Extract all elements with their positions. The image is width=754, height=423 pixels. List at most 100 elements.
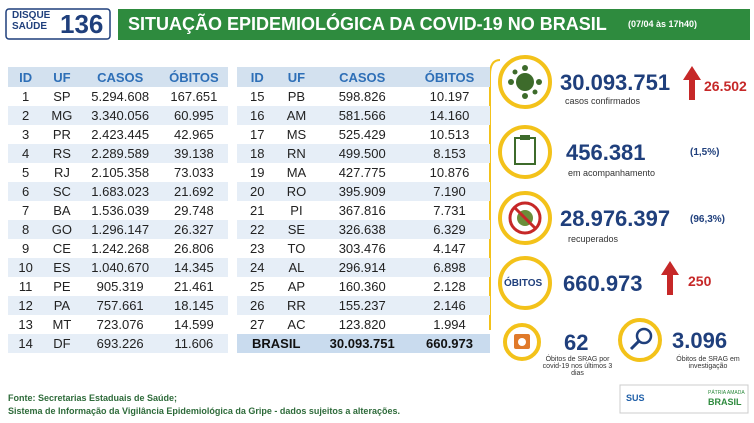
cell: 367.816 (338, 203, 386, 218)
row: 5 RJ 2.105.358 73.033 (8, 163, 228, 182)
cell: ES (43, 258, 81, 277)
cell: 167.651 (170, 89, 218, 104)
cell: 18.145 (159, 296, 228, 315)
deaths-label: ÓBITOS (504, 278, 543, 289)
cell: MS (286, 127, 307, 142)
cell: 1.536.039 (91, 203, 150, 218)
logo-line: SAÚDE (12, 21, 48, 32)
cell: 10.513 (429, 127, 470, 142)
cell: TO (287, 241, 306, 256)
srag-investigation-caption: Óbitos de SRAG em investigação (676, 356, 740, 370)
logo-motto: PÁTRIA AMADA (708, 390, 745, 396)
cell: 14.160 (409, 106, 490, 125)
cell: 8.153 (409, 144, 490, 163)
cell: 1.994 (433, 317, 466, 332)
logo-text: DISQUE SAÚDE (12, 10, 50, 32)
row: 7 BA 1.536.039 29.748 (8, 201, 228, 220)
deaths-change: 250 (688, 273, 712, 289)
row: 12 PA 757.661 18.145 (8, 296, 228, 315)
row: 25 AP 160.360 2.128 (237, 277, 490, 296)
cell: 26.806 (174, 241, 214, 256)
row: 11 PE 905.319 21.461 (8, 277, 228, 296)
cell: MA (286, 165, 307, 180)
table-left: ID UF CASOS ÓBITOS 1 SP 5.294.608 167.651 2 MG 3.3… (8, 67, 228, 353)
cell: 14.345 (159, 258, 228, 277)
cell: 598.826 (338, 89, 386, 104)
footer-note: Sistema de Informação da Vigilância Epid… (8, 406, 400, 416)
cell: 7.190 (409, 182, 490, 201)
column-header: CASOS (80, 67, 160, 87)
cell: 155.237 (315, 296, 410, 315)
cell: 19 (250, 165, 265, 180)
cell: 757.661 (80, 296, 160, 315)
search-icon (629, 327, 653, 351)
cell: SC (43, 182, 81, 201)
cell: RJ (53, 165, 70, 180)
row: 21 PI 367.816 7.731 (237, 201, 490, 220)
connector (489, 59, 501, 330)
cell: 581.566 (315, 106, 410, 125)
cell: 2.146 (409, 296, 490, 315)
cell: 1 (21, 89, 30, 104)
cell: 10.197 (429, 89, 470, 104)
cell: 16 (237, 106, 278, 125)
cell: 26.327 (159, 220, 228, 239)
row: 26 RR 155.237 2.146 (237, 296, 490, 315)
row: 4 RS 2.289.589 39.138 (8, 144, 228, 163)
row: 1 SP 5.294.608 167.651 (8, 87, 228, 106)
recovered-icon (508, 201, 542, 235)
cell: 2.289.589 (80, 144, 160, 163)
cell: 4 (8, 144, 44, 163)
cell: 3.340.056 (80, 106, 160, 125)
cell: AP (287, 279, 306, 294)
row: 9 CE 1.242.268 26.806 (8, 239, 228, 258)
cell: GO (43, 220, 81, 239)
cell: AM (277, 106, 316, 125)
title: SITUAÇÃO EPIDEMIOLÓGICA DA COVID-19 NO B… (128, 14, 607, 34)
row: 14 DF 693.226 11.606 (8, 334, 228, 353)
cell: SE (277, 220, 316, 239)
row: 24 AL 296.914 6.898 (237, 258, 490, 277)
cell: 11 (18, 279, 33, 294)
confirmed-change: 26.502 (704, 78, 747, 94)
row: 23 TO 303.476 4.147 (237, 239, 490, 258)
row: 13 MT 723.076 14.599 (8, 315, 228, 334)
logos-box (619, 384, 749, 414)
cell: AC (287, 317, 306, 332)
total-deaths: 660.973 (409, 334, 490, 353)
cell: 14 (8, 334, 44, 353)
deaths-value: 660.973 (563, 271, 643, 296)
column-header: UF (277, 67, 316, 87)
cell: 1.242.268 (91, 241, 150, 256)
column-header: ÓBITOS (159, 67, 228, 87)
cell: 1.040.670 (80, 258, 160, 277)
cell: 6.329 (409, 220, 490, 239)
cell: 5.294.608 (91, 89, 150, 104)
cell: 21.461 (174, 279, 214, 294)
column-header: ÓBITOS (409, 67, 490, 87)
total-cases: 30.093.751 (315, 334, 410, 353)
logo-number: 136 (60, 9, 104, 39)
cell: 160.360 (338, 279, 386, 294)
cell: 10 (8, 258, 44, 277)
cell: 21.692 (159, 182, 228, 201)
cell: 24 (237, 258, 278, 277)
column-header: ID (237, 67, 278, 87)
cell: 23 (250, 241, 265, 256)
confirmed-caption: casos confirmados (565, 96, 641, 106)
cell: 18 (237, 144, 278, 163)
cell: 20 (237, 182, 278, 201)
cell: 2.128 (433, 279, 466, 294)
cell: 27 (250, 317, 265, 332)
srag-recent-value: 62 (564, 330, 589, 355)
cell: 7 (21, 203, 30, 218)
cell: 2 (8, 106, 44, 125)
virus-icon (508, 65, 542, 99)
cell: 9 (21, 241, 30, 256)
total-row: BRASIL 30.093.751 660.973 (237, 334, 490, 353)
row: 19 MA 427.775 10.876 (237, 163, 490, 182)
cell: 13 (18, 317, 33, 332)
cell: CE (52, 241, 71, 256)
row: 6 SC 1.683.023 21.692 (8, 182, 228, 201)
